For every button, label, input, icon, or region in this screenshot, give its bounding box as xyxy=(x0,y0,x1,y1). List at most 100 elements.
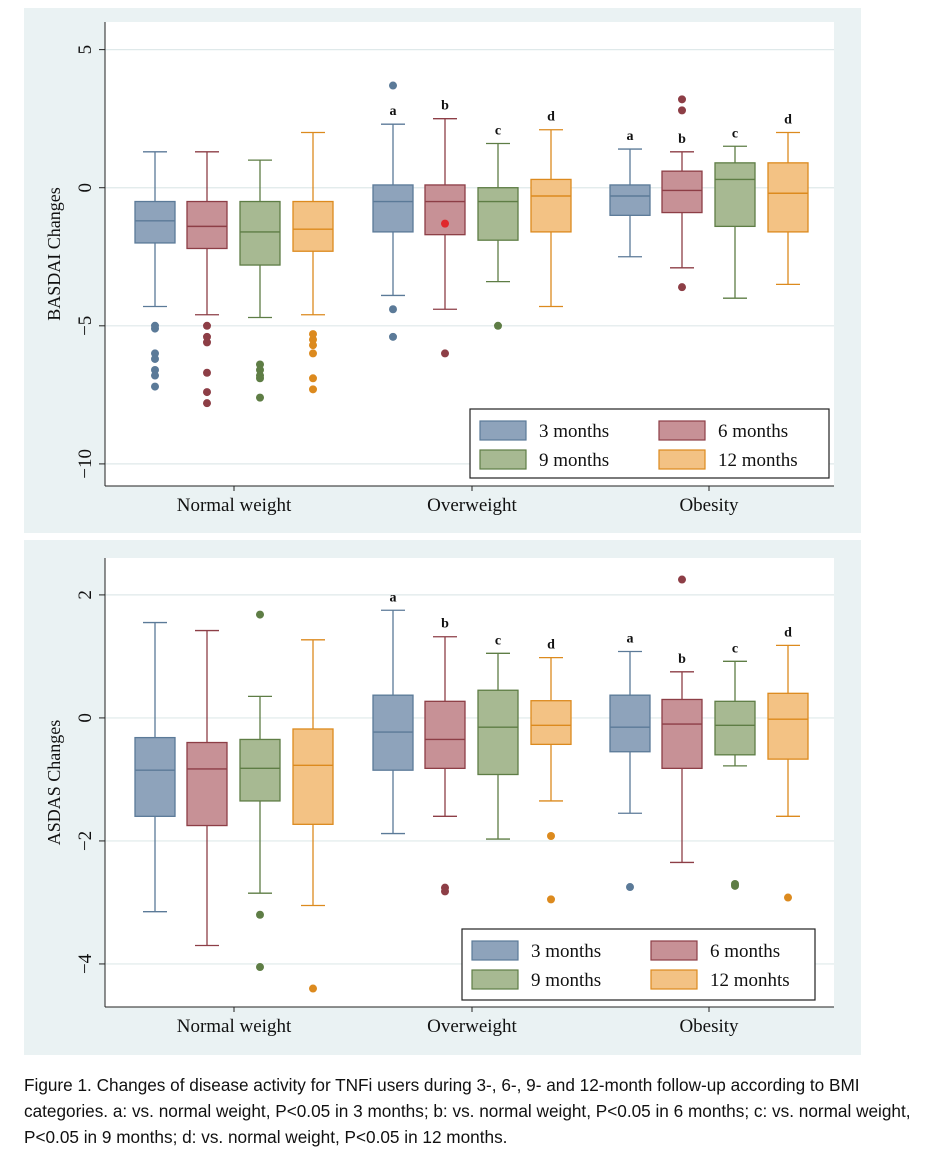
box-iqr xyxy=(372,184,414,233)
x-tick-label: Obesity xyxy=(679,1016,739,1037)
box-iqr xyxy=(609,184,651,216)
box-iqr xyxy=(714,162,756,228)
legend-swatch xyxy=(471,969,519,990)
box-group: a xyxy=(609,129,651,258)
outlier-point xyxy=(151,366,159,374)
basdai-chart-panel: 5 0 −5 −10 BASDAI Changes Normal weight Overwe… xyxy=(24,8,861,533)
box-iqr xyxy=(477,689,519,776)
significance-label: a xyxy=(390,590,397,605)
outlier-point xyxy=(256,610,264,619)
box-group xyxy=(292,131,334,394)
outlier-point xyxy=(678,106,686,115)
box-group: d xyxy=(530,638,572,904)
outlier-point xyxy=(256,374,264,383)
y-tick-label: −4 xyxy=(75,953,96,974)
legend-label: 3 months xyxy=(539,421,609,442)
outlier-point xyxy=(309,385,317,394)
significance-label: d xyxy=(784,112,792,127)
legend-label: 3 months xyxy=(531,941,601,962)
outlier-point xyxy=(309,374,317,383)
outlier-point xyxy=(151,354,159,363)
legend-label: 9 months xyxy=(531,970,601,991)
significance-label: d xyxy=(547,110,555,125)
outlier-point xyxy=(151,324,159,333)
outlier-point xyxy=(389,305,397,314)
box-group xyxy=(186,151,228,408)
y-axis-label: BASDAI Changes xyxy=(44,187,64,321)
outlier-point xyxy=(389,332,397,341)
outlier-point xyxy=(256,910,264,919)
legend: 3 months 6 months 9 months 12 monhts xyxy=(461,928,816,1001)
box-iqr xyxy=(134,200,176,244)
box-iqr xyxy=(714,700,756,756)
box-group: d xyxy=(767,112,809,286)
box-iqr xyxy=(530,178,572,233)
legend-swatch xyxy=(650,969,698,990)
outlier-point xyxy=(309,335,317,344)
significance-label: a xyxy=(390,104,397,119)
box-iqr xyxy=(186,741,228,827)
significance-label: a xyxy=(627,631,634,646)
outlier-point xyxy=(309,984,317,993)
outlier-point xyxy=(203,338,211,347)
box-group xyxy=(239,159,281,402)
outlier-point xyxy=(203,399,211,408)
y-axis-label: ASDAS Changes xyxy=(44,720,64,846)
box-group xyxy=(186,629,228,947)
box-group xyxy=(134,151,176,391)
legend: 3 months 6 months 9 months 12 months xyxy=(469,408,830,479)
outlier-point xyxy=(309,349,317,358)
box-iqr xyxy=(239,200,281,266)
outlier-point xyxy=(678,575,686,584)
box-group: b xyxy=(661,575,703,864)
outlier-point xyxy=(256,366,264,374)
outlier-point xyxy=(626,883,634,892)
legend-label: 12 monhts xyxy=(710,970,790,991)
basdai-box-plot: 5 0 −5 −10 BASDAI Changes Normal weight Overwe… xyxy=(44,22,834,516)
legend-swatch xyxy=(658,420,706,441)
significance-label: c xyxy=(732,126,738,141)
y-tick-label: 0 xyxy=(75,713,96,723)
box-iqr xyxy=(609,694,651,753)
outlier-point xyxy=(547,832,555,841)
box-iqr xyxy=(767,692,809,760)
outlier-point xyxy=(441,887,449,896)
legend-swatch xyxy=(650,940,698,961)
significance-label: a xyxy=(627,129,634,144)
box-iqr xyxy=(424,700,466,770)
outlier-point xyxy=(731,881,739,890)
outlier-point xyxy=(203,368,211,377)
outlier-point xyxy=(256,393,264,402)
box-iqr xyxy=(292,728,334,825)
outlier-point xyxy=(203,388,211,397)
box-iqr xyxy=(530,700,572,746)
outlier-point xyxy=(547,895,555,904)
box-iqr xyxy=(134,736,176,817)
box-group: c xyxy=(714,126,756,299)
legend-swatch xyxy=(479,449,527,470)
box-iqr xyxy=(186,200,228,250)
box-iqr xyxy=(661,170,703,214)
legend-label: 9 months xyxy=(539,450,609,471)
box-group: b xyxy=(424,617,466,896)
box-group: d xyxy=(530,110,572,308)
significance-label: b xyxy=(441,99,449,114)
significance-label: c xyxy=(495,124,501,139)
box-iqr xyxy=(477,187,519,241)
significance-label: b xyxy=(678,132,686,147)
outlier-point xyxy=(678,95,686,104)
x-tick-label: Obesity xyxy=(679,495,739,516)
box-group: d xyxy=(767,625,809,902)
outlier-point xyxy=(151,349,159,358)
y-tick-label: 0 xyxy=(75,183,96,193)
asdas-chart-panel: 2 0 −2 −4 ASDAS Changes Normal weight Overweig… xyxy=(24,540,861,1055)
box-group: b xyxy=(661,95,703,292)
significance-label: b xyxy=(678,652,686,667)
box-group xyxy=(134,621,176,913)
legend-swatch xyxy=(658,449,706,470)
legend-frame xyxy=(469,408,830,479)
box-iqr xyxy=(292,200,334,252)
outlier-point xyxy=(256,360,264,369)
significance-label: c xyxy=(495,633,501,648)
asdas-box-plot: 2 0 −2 −4 ASDAS Changes Normal weight Overweig… xyxy=(44,558,834,1037)
